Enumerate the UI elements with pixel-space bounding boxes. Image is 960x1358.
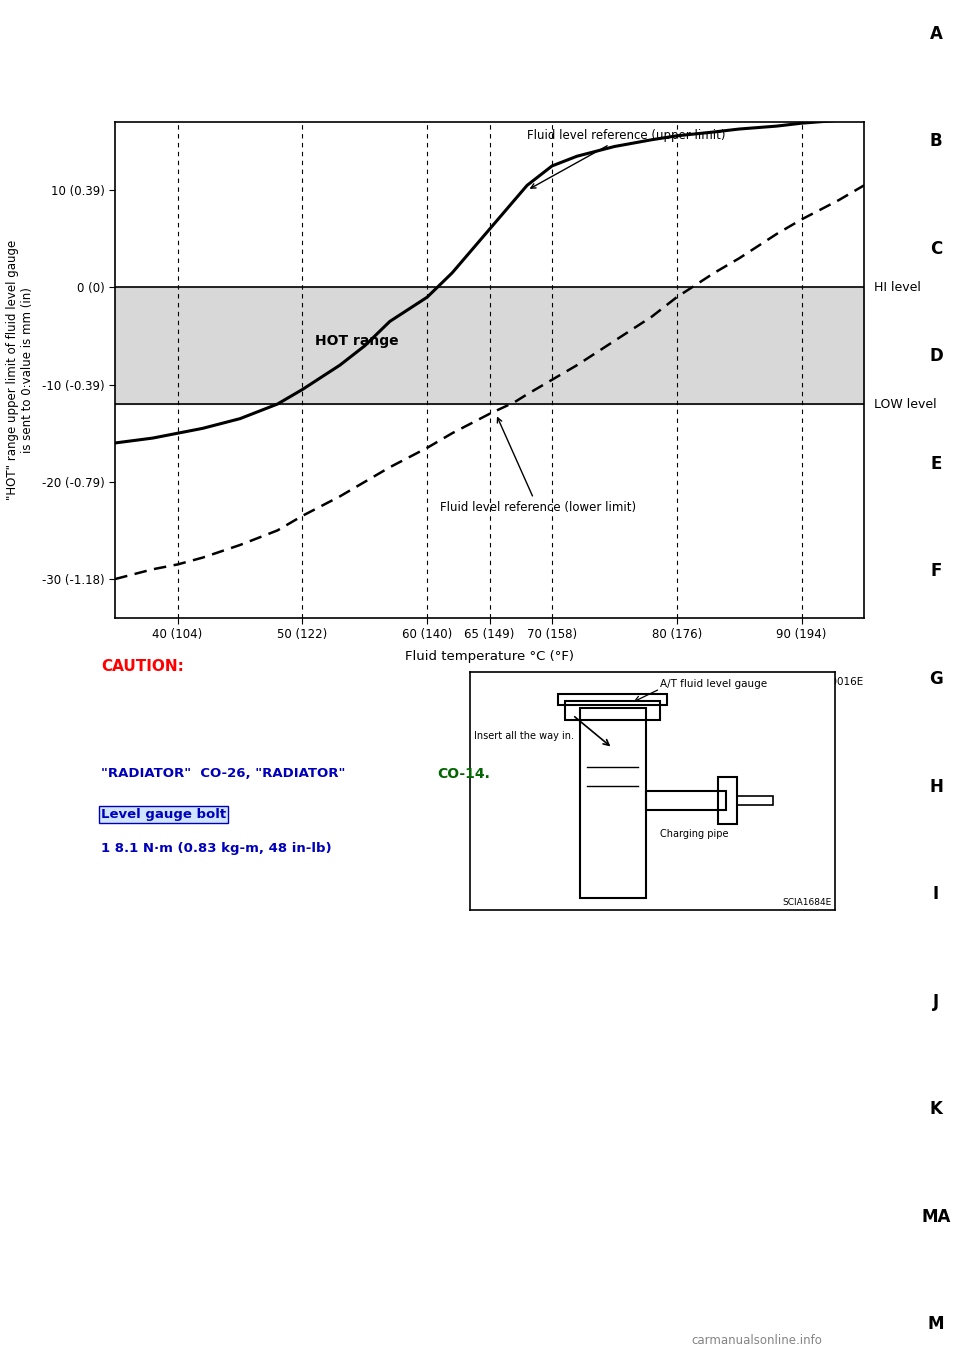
Text: F: F (930, 562, 942, 580)
Text: G: G (929, 669, 943, 689)
Text: Level gauge bolt: Level gauge bolt (101, 808, 226, 822)
Text: 1 8.1 N·m (0.83 kg-m, 48 in-lb): 1 8.1 N·m (0.83 kg-m, 48 in-lb) (101, 842, 331, 856)
Text: B: B (929, 133, 943, 151)
Text: MA: MA (922, 1207, 950, 1225)
Text: I: I (933, 885, 939, 903)
Text: Fluid level reference (lower limit): Fluid level reference (lower limit) (440, 418, 636, 515)
Text: Insert all the way in.: Insert all the way in. (474, 732, 574, 741)
Bar (558, 694, 667, 706)
Text: carmanualsonline.info: carmanualsonline.info (691, 1334, 822, 1347)
Text: D: D (929, 348, 943, 365)
Text: SLIA0016E: SLIA0016E (808, 678, 864, 687)
Text: Fluid level reference (upper limit): Fluid level reference (upper limit) (527, 129, 726, 189)
Text: H: H (929, 778, 943, 796)
Bar (736, 796, 773, 805)
Text: LOW level: LOW level (874, 398, 937, 410)
Text: "RADIATOR"  CO-26, "RADIATOR": "RADIATOR" CO-26, "RADIATOR" (101, 767, 346, 781)
Text: HOT range: HOT range (315, 334, 398, 348)
Text: SCIA1684E: SCIA1684E (782, 899, 831, 907)
Text: CAUTION:: CAUTION: (101, 659, 183, 674)
Text: E: E (930, 455, 942, 473)
Text: K: K (929, 1100, 943, 1118)
Text: J: J (933, 993, 939, 1010)
Text: A/T fluid level gauge: A/T fluid level gauge (660, 679, 767, 690)
Text: A: A (929, 24, 943, 43)
Bar (565, 701, 660, 720)
X-axis label: Fluid temperature °C (°F): Fluid temperature °C (°F) (405, 649, 574, 663)
Bar (718, 777, 736, 824)
Bar (580, 708, 645, 898)
Text: C: C (930, 240, 942, 258)
Text: HI level: HI level (874, 281, 921, 293)
Bar (645, 790, 726, 809)
Y-axis label: "HOT" range upper limit of fluid level gauge
is sent to 0:value is mm (in): "HOT" range upper limit of fluid level g… (6, 240, 34, 500)
Text: CO-14.: CO-14. (437, 767, 490, 781)
Text: M: M (927, 1315, 945, 1334)
Text: Charging pipe: Charging pipe (660, 828, 729, 839)
